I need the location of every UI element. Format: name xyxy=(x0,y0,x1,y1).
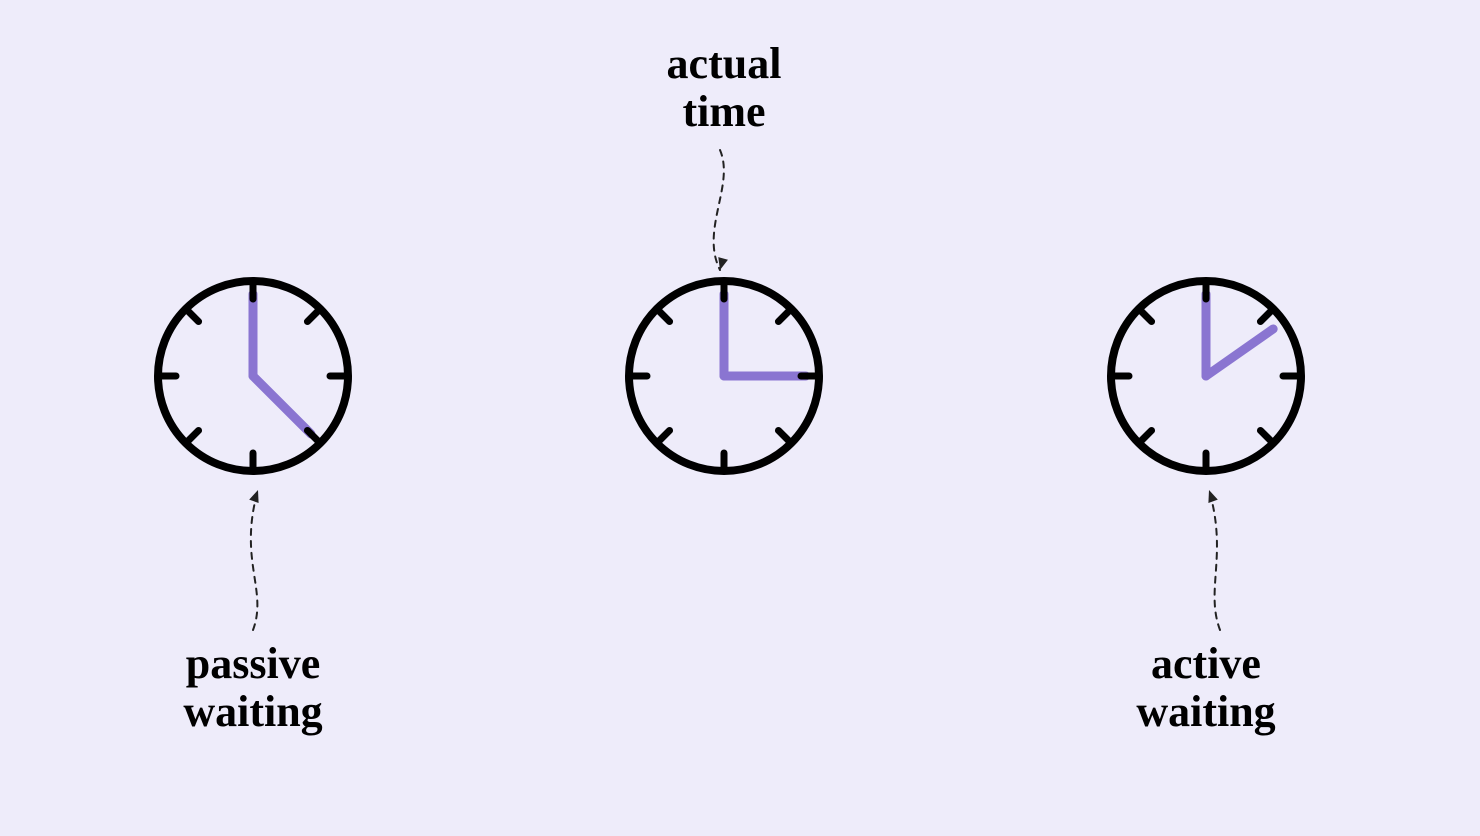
label-passive: passive waiting xyxy=(183,640,322,737)
diagram-canvas: passive waiting actual time active waiting xyxy=(0,0,1480,836)
arrow-passive xyxy=(251,490,258,630)
arrow-actual-head xyxy=(715,257,728,271)
label-active: active waiting xyxy=(1136,640,1275,737)
arrow-active xyxy=(1209,490,1220,630)
arrow-passive-head xyxy=(249,488,263,503)
label-actual: actual time xyxy=(667,40,782,137)
arrow-actual xyxy=(714,150,724,270)
arrow-active-head xyxy=(1204,488,1218,503)
